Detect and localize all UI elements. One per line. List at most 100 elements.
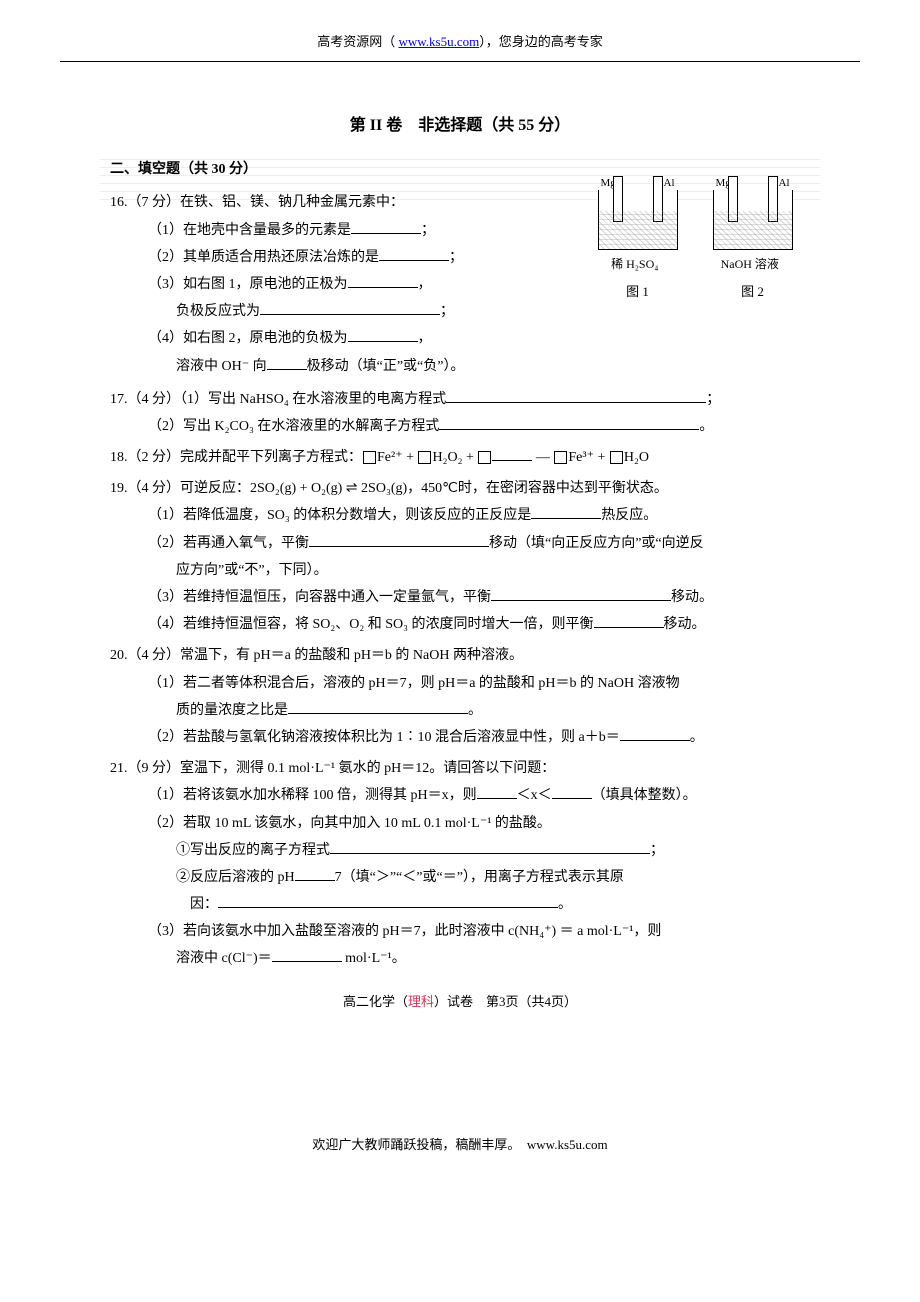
q20-1a: （1）若二者等体积混合后，溶液的 pH＝7，则 pH＝a 的盐酸和 pH＝b 的… xyxy=(148,671,810,696)
q17-1b: ； xyxy=(706,392,720,407)
cell-fig-1: Mg Al xyxy=(593,190,683,250)
q21-2aa: ①写出反应的离子方程式 xyxy=(176,843,330,858)
q20-head: 20.（4 分）常温下，有 pH＝a 的盐酸和 pH＝b 的 NaOH 两种溶液… xyxy=(110,643,810,668)
q19-2b: 移动（填“向正反应方向”或“向逆反 xyxy=(489,536,704,551)
blank xyxy=(477,785,517,799)
header-suffix: ），您身边的高考专家 xyxy=(479,34,603,49)
blank xyxy=(351,220,421,234)
sub-title: 二、填空题（共 30 分） xyxy=(110,157,810,182)
q19-3a: （3）若维持恒温恒压，向容器中通入一定量氩气，平衡 xyxy=(148,590,491,605)
q20-2a: （2）若盐酸与氢氧化钠溶液按体积比为 1∶10 混合后溶液显中性，则 a＋b＝ xyxy=(148,730,620,745)
blank xyxy=(552,785,592,799)
solution-label-1: 稀 H₂SO₄ xyxy=(611,254,658,276)
section-title: 第 II 卷 非选择题（共 55 分） xyxy=(110,112,810,141)
q19-head: 19.（4 分）可逆反应：2SO₂(g) + O₂(g) ⇌ 2SO₃(g)，4… xyxy=(110,476,810,501)
footer-suffix: ）试卷 第3页（共4页） xyxy=(434,994,577,1009)
blank xyxy=(594,614,664,628)
q21-head: 21.（9 分）室温下，测得 0.1 mol·L⁻¹ 氨水的 pH＝12。请回答… xyxy=(110,756,810,781)
q20-1b: 质的量浓度之比是 xyxy=(176,703,288,718)
q19-1a: （1）若降低温度，SO₃ 的体积分数增大，则该反应的正反应是 xyxy=(148,508,531,523)
blank xyxy=(288,700,468,714)
question-19: 19.（4 分）可逆反应：2SO₂(g) + O₂(g) ⇌ 2SO₃(g)，4… xyxy=(110,476,810,637)
q16-1a: （1）在地壳中含量最多的元素是 xyxy=(148,223,351,238)
q21-2bc: 因： xyxy=(190,897,218,912)
header-prefix: 高考资源网（ xyxy=(317,34,398,49)
q21-1a: （1）若将该氨水加水稀释 100 倍，测得其 pH＝x，则 xyxy=(148,788,477,803)
q16-2b: ； xyxy=(449,250,463,265)
q21-1b: ＜x＜ xyxy=(517,788,552,803)
coef-box xyxy=(363,451,376,464)
blank xyxy=(330,840,650,854)
blank xyxy=(620,727,690,741)
q18-f1: Fe²⁺ + xyxy=(377,450,417,465)
blank xyxy=(267,356,307,370)
figure-group: Mg Al Mg Al xyxy=(580,190,810,303)
q21-3c: mol·L⁻¹。 xyxy=(342,951,406,966)
footer-prefix: 高二化学（ xyxy=(343,994,408,1009)
q17-2a: （2）写出 K₂CO₃ 在水溶液里的水解离子方程式 xyxy=(148,419,439,434)
coef-box xyxy=(418,451,431,464)
q16-4d: 极移动（填“正”或“负”）。 xyxy=(307,359,465,374)
q19-3b: 移动。 xyxy=(671,590,713,605)
q21-2: （2）若取 10 mL 该氨水，向其中加入 10 mL 0.1 mol·L⁻¹ … xyxy=(148,811,810,836)
blank xyxy=(309,533,489,547)
blank xyxy=(491,587,671,601)
q16-3d: ； xyxy=(440,304,454,319)
q21-3a: （3）若向该氨水中加入盐酸至溶液的 pH＝7，此时溶液中 c(NH₄⁺) ＝ a… xyxy=(148,924,661,939)
cell-fig-2: Mg Al xyxy=(708,190,798,250)
blank xyxy=(348,274,418,288)
q18-f2: H₂O₂ + xyxy=(432,450,477,465)
page-number-footer: 高二化学（理科）试卷 第3页（共4页） xyxy=(110,990,810,1013)
q19-4b: 移动。 xyxy=(664,617,706,632)
q16-1b: ； xyxy=(421,223,435,238)
question-17: 17.（4 分）（1）写出 NaHSO₄ 在水溶液里的电离方程式 ； （2）写出 … xyxy=(110,387,810,439)
q19-4a: （4）若维持恒温恒容，将 SO₂、O₂ 和 SO₃ 的浓度同时增大一倍，则平衡 xyxy=(148,617,594,632)
q21-2ab: ； xyxy=(650,843,664,858)
q19-1b: 热反应。 xyxy=(601,508,657,523)
solution-label-2: NaOH 溶液 xyxy=(721,254,779,276)
bottom-url: www.ks5u.com xyxy=(527,1137,608,1152)
blank xyxy=(446,389,706,403)
coef-box xyxy=(610,451,623,464)
q16-4a: （4）如右图 2，原电池的负极为 xyxy=(148,331,348,346)
electrode-label-al-2: Al xyxy=(779,174,790,194)
q16-4c: 溶液中 OH⁻ 向 xyxy=(176,359,267,374)
q21-1c: （填具体整数）。 xyxy=(592,788,697,803)
q17-1a: 17.（4 分）（1）写出 NaHSO₄ 在水溶液里的电离方程式 xyxy=(110,392,446,407)
blank xyxy=(492,447,532,461)
blank xyxy=(260,301,440,315)
q21-2bb: 7（填“＞”“＜”或“＝”），用离子方程式表示其原 xyxy=(335,870,624,885)
q18-f4: H₂O xyxy=(624,450,649,465)
question-21: 21.（9 分）室温下，测得 0.1 mol·L⁻¹ 氨水的 pH＝12。请回答… xyxy=(110,756,810,972)
header-link[interactable]: www.ks5u.com xyxy=(398,34,479,49)
q21-2ba: ②反应后溶液的 pH xyxy=(176,870,295,885)
q20-1c: 。 xyxy=(468,703,482,718)
q16-3b: ， xyxy=(418,277,432,292)
q18-f3: Fe³⁺ + xyxy=(568,450,608,465)
q17-2b: 。 xyxy=(699,419,713,434)
blank xyxy=(295,867,335,881)
fig-caption-1: 图 1 xyxy=(626,280,649,303)
q16-3a: （3）如右图 1，原电池的正极为 xyxy=(148,277,348,292)
question-18: 18.（2 分）完成并配平下列离子方程式：Fe²⁺ + H₂O₂ + — Fe³… xyxy=(110,445,810,470)
top-header: 高考资源网（ www.ks5u.com），您身边的高考专家 xyxy=(60,0,860,62)
q21-2bd: 。 xyxy=(558,897,572,912)
coef-box xyxy=(478,451,491,464)
blank xyxy=(218,894,558,908)
q16-4b: ， xyxy=(418,331,432,346)
bottom-prefix: 欢迎广大教师踊跃投稿，稿酬丰厚。 xyxy=(312,1137,527,1152)
q19-2a: （2）若再通入氧气，平衡 xyxy=(148,536,309,551)
question-20: 20.（4 分）常温下，有 pH＝a 的盐酸和 pH＝b 的 NaOH 两种溶液… xyxy=(110,643,810,750)
footer-red: 理科 xyxy=(408,994,434,1009)
q16-2a: （2）其单质适合用热还原法冶炼的是 xyxy=(148,250,379,265)
page-content: 第 II 卷 非选择题（共 55 分） 二、填空题（共 30 分） Mg Al … xyxy=(0,62,920,1033)
q20-2b: 。 xyxy=(690,730,704,745)
fig-caption-2: 图 2 xyxy=(741,280,764,303)
electrode-label-al: Al xyxy=(664,174,675,194)
q16-3c: 负极反应式为 xyxy=(176,304,260,319)
question-16: Mg Al Mg Al xyxy=(110,190,810,380)
q21-3b: 溶液中 c(Cl⁻)＝ xyxy=(176,951,272,966)
blank xyxy=(439,416,699,430)
blank xyxy=(379,247,449,261)
blank xyxy=(348,328,418,342)
